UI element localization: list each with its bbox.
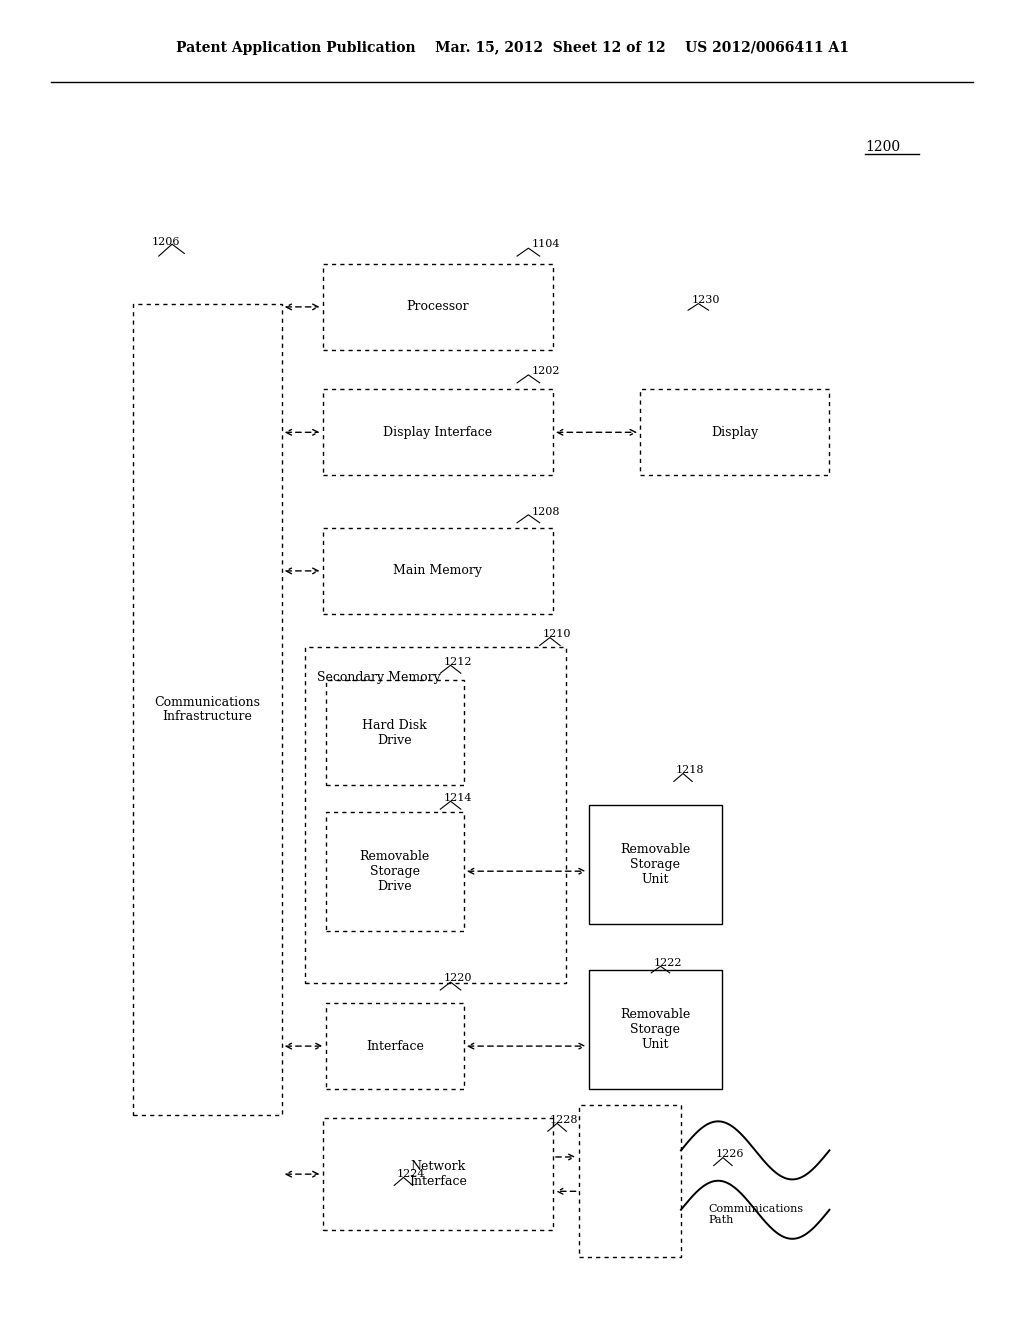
FancyBboxPatch shape: [589, 805, 722, 924]
Text: 1228: 1228: [550, 1114, 579, 1125]
Text: 1222: 1222: [653, 957, 682, 968]
FancyBboxPatch shape: [323, 1118, 553, 1230]
Text: Communications
Infrastructure: Communications Infrastructure: [155, 696, 260, 723]
FancyBboxPatch shape: [305, 647, 566, 983]
FancyBboxPatch shape: [323, 389, 553, 475]
FancyBboxPatch shape: [326, 680, 464, 785]
Text: Interface: Interface: [366, 1040, 424, 1052]
Text: Processor: Processor: [407, 301, 469, 313]
Text: 1212: 1212: [443, 656, 472, 667]
Text: Network
Interface: Network Interface: [409, 1160, 467, 1188]
Text: 1224: 1224: [396, 1168, 425, 1179]
Text: Removable
Storage
Unit: Removable Storage Unit: [621, 1008, 690, 1051]
Text: Display: Display: [711, 426, 759, 438]
Text: FIG. 12: FIG. 12: [611, 1233, 679, 1249]
Text: 1208: 1208: [531, 507, 560, 517]
FancyBboxPatch shape: [326, 1003, 464, 1089]
Text: 1220: 1220: [443, 973, 472, 983]
Text: 1226: 1226: [716, 1148, 744, 1159]
Text: 1230: 1230: [691, 294, 720, 305]
Text: Display Interface: Display Interface: [383, 426, 493, 438]
FancyBboxPatch shape: [326, 812, 464, 931]
Text: 1104: 1104: [531, 239, 560, 249]
Text: 1200: 1200: [865, 140, 900, 154]
Text: 1206: 1206: [152, 236, 180, 247]
Text: 1214: 1214: [443, 792, 472, 803]
Text: 1202: 1202: [531, 366, 560, 376]
FancyBboxPatch shape: [640, 389, 829, 475]
Text: Patent Application Publication    Mar. 15, 2012  Sheet 12 of 12    US 2012/00664: Patent Application Publication Mar. 15, …: [175, 41, 849, 54]
Text: 1218: 1218: [676, 764, 705, 775]
Text: 1210: 1210: [543, 628, 571, 639]
FancyBboxPatch shape: [589, 970, 722, 1089]
Text: Hard Disk
Drive: Hard Disk Drive: [362, 718, 427, 747]
FancyBboxPatch shape: [323, 528, 553, 614]
Text: Communications
Path: Communications Path: [709, 1204, 804, 1225]
Text: Main Memory: Main Memory: [393, 565, 482, 577]
FancyBboxPatch shape: [133, 304, 282, 1115]
FancyBboxPatch shape: [323, 264, 553, 350]
Text: Secondary Memory: Secondary Memory: [317, 671, 441, 684]
Text: Removable
Storage
Drive: Removable Storage Drive: [359, 850, 430, 892]
FancyBboxPatch shape: [579, 1105, 681, 1257]
Text: Removable
Storage
Unit: Removable Storage Unit: [621, 843, 690, 886]
